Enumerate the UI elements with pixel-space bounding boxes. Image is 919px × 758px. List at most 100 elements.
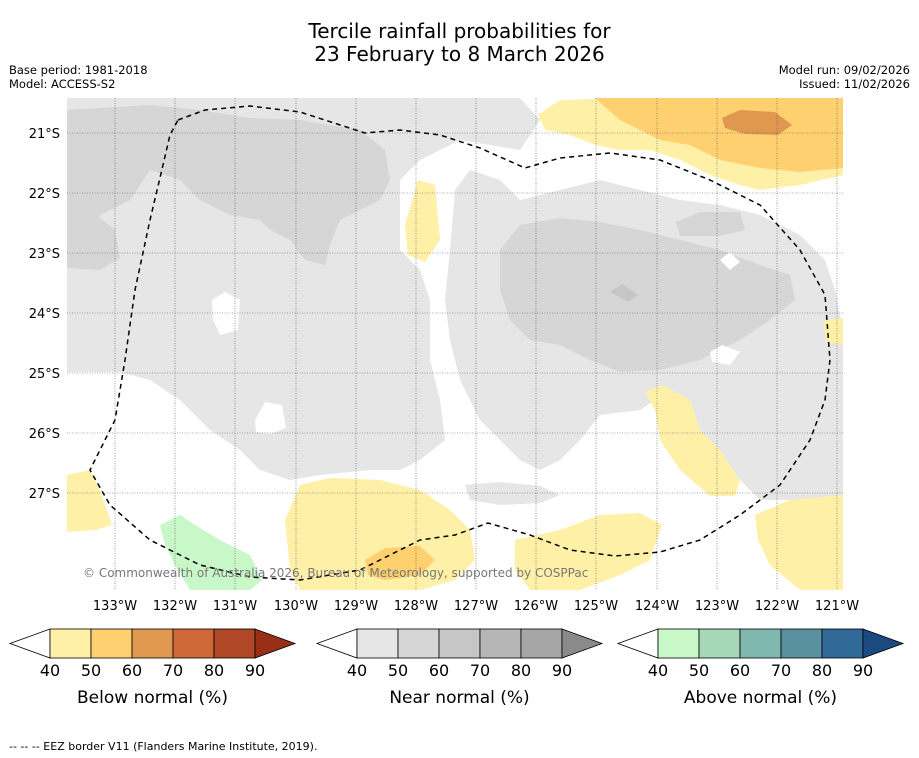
lon-label: 133°W (93, 599, 137, 614)
colorbar-segment (780, 628, 823, 659)
colorbar-tick-label: 90 (853, 661, 873, 680)
near-normal-region-west (67, 98, 540, 480)
below-normal-south-central-mid (365, 546, 435, 580)
near-normal-dark-spot (610, 284, 638, 302)
near-normal-dark-west (67, 105, 390, 265)
near-normal-region-south (465, 482, 560, 505)
below-normal-east-edge (824, 318, 843, 345)
colorbar-title: Above normal (%) (684, 688, 837, 708)
white-patch-3 (710, 345, 740, 365)
lat-label: 23°S (29, 247, 60, 262)
lon-label: 126°W (514, 599, 558, 614)
colorbar-1: 40 50 60 70 80 90 Below normal (%) (8, 628, 297, 708)
latitude-labels: 21°S 22°S 23°S 24°S 25°S 26°S 27°S (29, 127, 60, 502)
lon-label: 122°W (755, 599, 799, 614)
near-normal-dark-southwest (67, 195, 120, 270)
colorbar-segment (131, 628, 174, 659)
white-patch-4 (720, 252, 740, 270)
colorbar-high-extend (862, 628, 905, 659)
lon-label: 124°W (635, 599, 679, 614)
below-normal-north-central (405, 180, 440, 262)
below-normal-south (515, 513, 662, 590)
near-normal-dark-east-strip (676, 212, 745, 236)
colorbar-legends: 40 50 60 70 80 90 Below normal (%) 40 50 60 70 80 90… (8, 628, 905, 708)
colorbar-segment (657, 628, 700, 659)
colorbar-low-extend (616, 628, 659, 659)
lon-label: 130°W (274, 599, 318, 614)
colorbar-segment (520, 628, 563, 659)
colorbar-tick-label: 90 (552, 661, 572, 680)
colorbar-tick-label: 40 (648, 661, 668, 680)
colorbar-title: Below normal (%) (77, 688, 228, 708)
colorbar-segment (213, 628, 256, 659)
colorbar-tick-label: 60 (122, 661, 142, 680)
lon-label: 131°W (213, 599, 257, 614)
colorbar-segment (698, 628, 741, 659)
lat-label: 27°S (29, 487, 60, 502)
lon-label: 128°W (394, 599, 438, 614)
lon-label: 132°W (153, 599, 197, 614)
lon-label: 125°W (574, 599, 618, 614)
lat-label: 25°S (29, 367, 60, 382)
lon-label: 121°W (815, 599, 859, 614)
model-run: Model run: 09/02/2026 (778, 63, 910, 77)
lon-label: 129°W (334, 599, 378, 614)
above-normal-southwest (160, 515, 262, 590)
lat-label: 26°S (29, 427, 60, 442)
colorbar-tick-label: 60 (429, 661, 449, 680)
below-normal-southwest (67, 470, 112, 532)
colorbar-high-extend (561, 628, 604, 659)
colorbar-segment (479, 628, 522, 659)
eez-border (89, 105, 831, 581)
colorbar-tick-label: 80 (204, 661, 224, 680)
lat-label: 21°S (29, 127, 60, 142)
title-line-2: 23 February to 8 March 2026 (314, 42, 605, 66)
graticule (67, 98, 843, 590)
colorbar-tick-label: 50 (388, 661, 408, 680)
colorbar-low-extend (8, 628, 51, 659)
colorbar-segment (739, 628, 782, 659)
below-normal-northeast-strong (722, 110, 792, 135)
issued-date: Issued: 11/02/2026 (799, 77, 910, 91)
probability-field (67, 98, 843, 590)
colorbar-low-extend (315, 628, 358, 659)
colorbar-segment (172, 628, 215, 659)
white-patch-2 (255, 402, 286, 434)
lat-label: 24°S (29, 307, 60, 322)
lat-label: 22°S (29, 187, 60, 202)
meta-left: Base period: 1981-2018 Model: ACCESS-S2 (9, 63, 148, 91)
model-name: Model: ACCESS-S2 (9, 77, 116, 91)
colorbar-segment (821, 628, 864, 659)
meta-right: Model run: 09/02/2026 Issued: 11/02/2026 (779, 63, 910, 91)
near-normal-dark-centre (500, 218, 795, 372)
below-normal-east-mid (645, 385, 740, 496)
colorbar-segment (49, 628, 92, 659)
colorbar-tick-label: 90 (245, 661, 265, 680)
colorbar-segment (356, 628, 399, 659)
colorbar-tick-label: 70 (771, 661, 791, 680)
white-patch-1 (212, 292, 240, 335)
colorbar-high-extend (254, 628, 297, 659)
colorbar-tick-label: 80 (812, 661, 832, 680)
map-title: Tercile rainfall probabilities for 23 Fe… (0, 20, 919, 66)
copyright-text: © Commonwealth of Australia 2026, Bureau… (83, 566, 588, 580)
colorbar-3: 40 50 60 70 80 90 Above normal (%) (616, 628, 905, 708)
colorbar-segment (438, 628, 481, 659)
colorbar-segment (397, 628, 440, 659)
forecast-map: © Commonwealth of Australia 2026, Bureau… (8, 98, 905, 708)
colorbar-tick-label: 70 (470, 661, 490, 680)
colorbar-tick-label: 50 (689, 661, 709, 680)
colorbar-tick-label: 70 (163, 661, 183, 680)
colorbar-tick-label: 40 (40, 661, 60, 680)
colorbar-title: Near normal (%) (389, 688, 529, 708)
colorbar-tick-label: 40 (347, 661, 367, 680)
colorbar-segment (90, 628, 133, 659)
colorbar-tick-label: 60 (730, 661, 750, 680)
colorbar-tick-label: 80 (511, 661, 531, 680)
longitude-labels: 133°W 132°W 131°W 130°W 129°W 128°W 127°… (93, 599, 859, 614)
colorbar-2: 40 50 60 70 80 90 Near normal (%) (315, 628, 604, 708)
lon-label: 123°W (695, 599, 739, 614)
title-line-1: Tercile rainfall probabilities for (308, 19, 611, 43)
colorbar-tick-label: 50 (81, 661, 101, 680)
lon-label: 127°W (454, 599, 498, 614)
